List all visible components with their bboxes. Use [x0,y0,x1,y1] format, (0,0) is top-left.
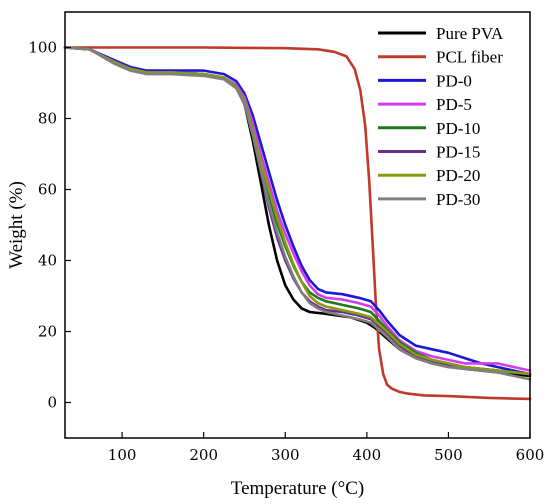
series-line-pd-30 [63,46,532,381]
x-axis-title: Temperature (°C) [231,478,364,499]
x-tick-label: 100 [108,446,137,464]
y-tick-label: 80 [38,110,57,128]
legend-label-pd-20: PD-20 [436,166,480,185]
legend-label-pd-0: PD-0 [436,71,472,90]
series-line-pd-0 [63,46,532,376]
y-axis-title: Weight (%) [6,181,27,269]
y-tick-label: 0 [47,394,57,412]
series-line-pcl-fiber [63,46,532,401]
legend-label-pd-10: PD-10 [436,119,480,138]
x-tick-label: 500 [434,446,463,464]
legend-label-pcl-fiber: PCL fiber [436,48,503,67]
legend-label-pure-pva: Pure PVA [436,24,504,43]
series-layer [63,46,532,401]
legend-label-pd-5: PD-5 [436,95,472,114]
ticks-layer: 100 200 300 400 500 600 0 20 40 60 80 100 [28,39,544,465]
legend: Pure PVA PCL fiber PD-0 PD-5 PD-10 PD-15 PD-20… [378,24,504,209]
y-tick-label: 100 [28,39,57,57]
y-tick-label: 40 [38,252,57,270]
x-tick-label: 200 [189,446,218,464]
x-tick-label: 600 [516,446,545,464]
x-tick-label: 400 [353,446,382,464]
plot-frame [64,11,531,439]
x-tick-label: 300 [271,446,300,464]
legend-label-pd-15: PD-15 [436,143,480,162]
legend-label-pd-30: PD-30 [436,190,480,209]
series-line-pd-20 [63,46,532,376]
y-tick-label: 60 [38,181,57,199]
y-tick-label: 20 [38,323,57,341]
